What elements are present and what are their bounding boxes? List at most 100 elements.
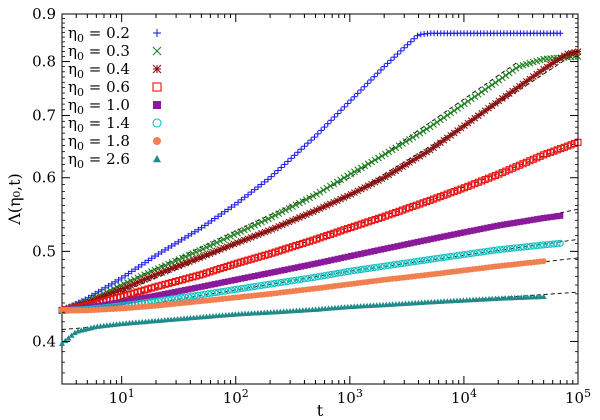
data-point bbox=[419, 127, 427, 135]
data-point bbox=[216, 237, 224, 245]
data-point bbox=[447, 232, 454, 239]
data-point bbox=[497, 222, 504, 229]
data-point bbox=[384, 60, 391, 67]
data-point bbox=[500, 221, 507, 228]
data-point bbox=[128, 297, 135, 304]
data-point bbox=[451, 231, 458, 238]
data-point bbox=[208, 281, 215, 288]
data-point bbox=[401, 241, 408, 248]
legend-label: η0 = 2.6 bbox=[68, 150, 130, 171]
data-point bbox=[350, 266, 358, 275]
data-point bbox=[301, 143, 308, 150]
data-point bbox=[430, 255, 438, 263]
data-point bbox=[463, 250, 471, 258]
data-point bbox=[235, 276, 242, 283]
data-point bbox=[237, 228, 245, 235]
data-point bbox=[316, 188, 324, 196]
data-point bbox=[192, 248, 200, 256]
data-point bbox=[105, 282, 112, 289]
data-point bbox=[407, 38, 414, 45]
data-point bbox=[142, 294, 149, 301]
data-point bbox=[556, 239, 564, 247]
data-point bbox=[517, 218, 524, 225]
data-point bbox=[245, 274, 252, 281]
y-tick-label: 0.9 bbox=[32, 5, 56, 23]
data-point bbox=[437, 116, 444, 124]
data-point bbox=[427, 236, 434, 243]
data-point bbox=[122, 298, 129, 305]
data-point bbox=[220, 244, 228, 252]
data-point bbox=[271, 279, 279, 287]
data-point bbox=[278, 208, 286, 216]
legend-label: η0 = 1.8 bbox=[68, 132, 130, 153]
data-point bbox=[244, 224, 252, 232]
data-point bbox=[540, 293, 547, 299]
data-point bbox=[227, 286, 235, 294]
data-point bbox=[178, 287, 185, 294]
data-point bbox=[537, 215, 544, 222]
data-point bbox=[122, 272, 129, 279]
data-point bbox=[420, 256, 428, 264]
data-point bbox=[377, 246, 384, 253]
data-point bbox=[310, 273, 319, 281]
data-point bbox=[399, 140, 406, 148]
data-point bbox=[411, 239, 418, 246]
data-point bbox=[492, 79, 499, 86]
data-point bbox=[361, 83, 368, 90]
data-point bbox=[340, 174, 348, 182]
data-point bbox=[403, 259, 412, 267]
data-point bbox=[447, 109, 455, 117]
data-markers bbox=[58, 30, 582, 346]
data-point bbox=[264, 270, 271, 277]
data-point bbox=[557, 30, 564, 37]
data-point bbox=[306, 194, 314, 202]
data-point bbox=[168, 289, 175, 296]
data-point bbox=[330, 270, 338, 278]
data-point bbox=[118, 299, 125, 306]
data-point bbox=[513, 244, 521, 252]
data-point bbox=[506, 244, 515, 252]
data-point bbox=[530, 242, 538, 250]
data-point bbox=[474, 90, 482, 98]
data-point bbox=[417, 238, 424, 245]
data-point bbox=[284, 158, 291, 165]
data-point bbox=[258, 181, 265, 188]
data-point bbox=[431, 235, 438, 242]
data-point bbox=[464, 97, 472, 105]
legend-marker bbox=[153, 29, 161, 37]
legend-item: η0 = 0.4 bbox=[68, 60, 162, 81]
data-point bbox=[381, 63, 388, 70]
data-point bbox=[65, 335, 72, 341]
data-point bbox=[196, 247, 203, 254]
data-point bbox=[231, 201, 238, 208]
data-point bbox=[348, 252, 355, 259]
data-point bbox=[175, 288, 182, 295]
data-point bbox=[407, 258, 415, 266]
data-point bbox=[370, 264, 378, 272]
data-point bbox=[254, 282, 262, 290]
data-point bbox=[230, 231, 238, 239]
data-point bbox=[287, 277, 295, 285]
data-point bbox=[394, 51, 401, 58]
data-point bbox=[384, 262, 392, 270]
data-point bbox=[88, 303, 95, 310]
data-point bbox=[268, 213, 276, 221]
data-point bbox=[421, 237, 428, 244]
data-point bbox=[132, 296, 139, 303]
data-point bbox=[447, 252, 455, 261]
data-point bbox=[354, 90, 361, 97]
data-point bbox=[443, 111, 451, 119]
data-point bbox=[205, 220, 212, 227]
data-point bbox=[207, 289, 216, 297]
data-point bbox=[298, 146, 305, 153]
data-point bbox=[271, 170, 278, 177]
data-point bbox=[387, 261, 395, 269]
data-point bbox=[179, 254, 186, 262]
data-point bbox=[395, 142, 403, 150]
data-point bbox=[302, 196, 310, 204]
data-point bbox=[284, 277, 292, 285]
data-point bbox=[307, 274, 315, 282]
data-point bbox=[181, 287, 188, 294]
data-point bbox=[464, 228, 471, 235]
legend-item: η0 = 1.4 bbox=[68, 114, 162, 135]
